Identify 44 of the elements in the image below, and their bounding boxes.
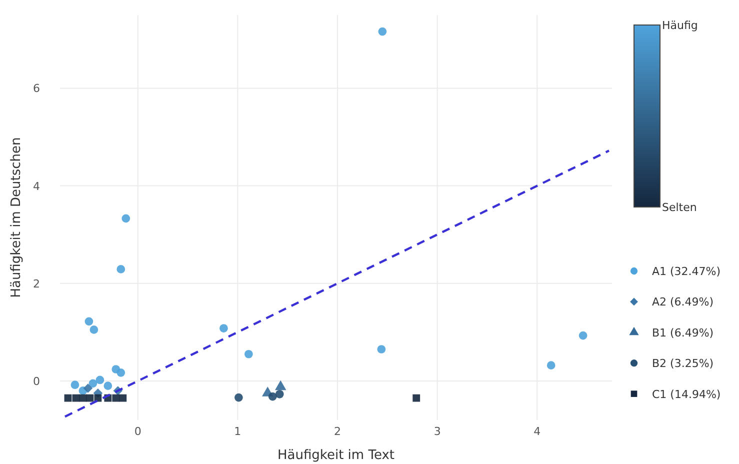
y-tick-label: 6 bbox=[33, 82, 40, 96]
point bbox=[244, 350, 253, 358]
point bbox=[220, 324, 228, 332]
x-tick-label: 1 bbox=[234, 425, 242, 438]
point bbox=[578, 331, 588, 340]
legend-label: B2 (3.25%) bbox=[652, 357, 714, 370]
legend-label: B1 (6.49%) bbox=[652, 326, 714, 340]
point bbox=[546, 361, 556, 370]
point bbox=[116, 368, 126, 377]
point bbox=[84, 317, 94, 326]
point bbox=[64, 394, 72, 402]
y-tick-label: 0 bbox=[33, 374, 40, 388]
x-tick-label: 3 bbox=[434, 425, 441, 438]
x-tick-label: 0 bbox=[134, 425, 142, 438]
point bbox=[268, 392, 277, 401]
legend-label: C1 (14.94%) bbox=[652, 388, 721, 401]
point bbox=[96, 376, 104, 384]
point bbox=[94, 394, 102, 402]
x-axis-title: Häufigkeit im Text bbox=[277, 448, 395, 463]
point bbox=[112, 394, 120, 402]
point bbox=[234, 393, 243, 402]
point bbox=[104, 382, 112, 390]
text: Häufig bbox=[662, 19, 698, 32]
point bbox=[70, 380, 80, 390]
point bbox=[412, 394, 420, 402]
y-tick-label: 2 bbox=[33, 277, 40, 290]
point bbox=[86, 394, 94, 402]
point bbox=[378, 27, 387, 36]
point bbox=[83, 384, 93, 393]
point bbox=[88, 379, 98, 388]
point bbox=[72, 394, 80, 402]
text: Selten bbox=[662, 201, 697, 214]
legend-label: A2 (6.49%) bbox=[652, 296, 714, 309]
point bbox=[275, 390, 284, 398]
legend-label: A1 (32.47%) bbox=[652, 265, 721, 278]
point bbox=[90, 326, 98, 334]
point bbox=[122, 214, 130, 223]
y-axis-title: Häufigkeit im Deutschen bbox=[9, 137, 24, 298]
point bbox=[119, 394, 127, 402]
y-tick-label: 4 bbox=[33, 180, 40, 193]
point bbox=[116, 265, 126, 274]
x-tick-label: 2 bbox=[334, 425, 341, 438]
point bbox=[377, 345, 386, 354]
x-tick-label: 4 bbox=[534, 425, 541, 438]
